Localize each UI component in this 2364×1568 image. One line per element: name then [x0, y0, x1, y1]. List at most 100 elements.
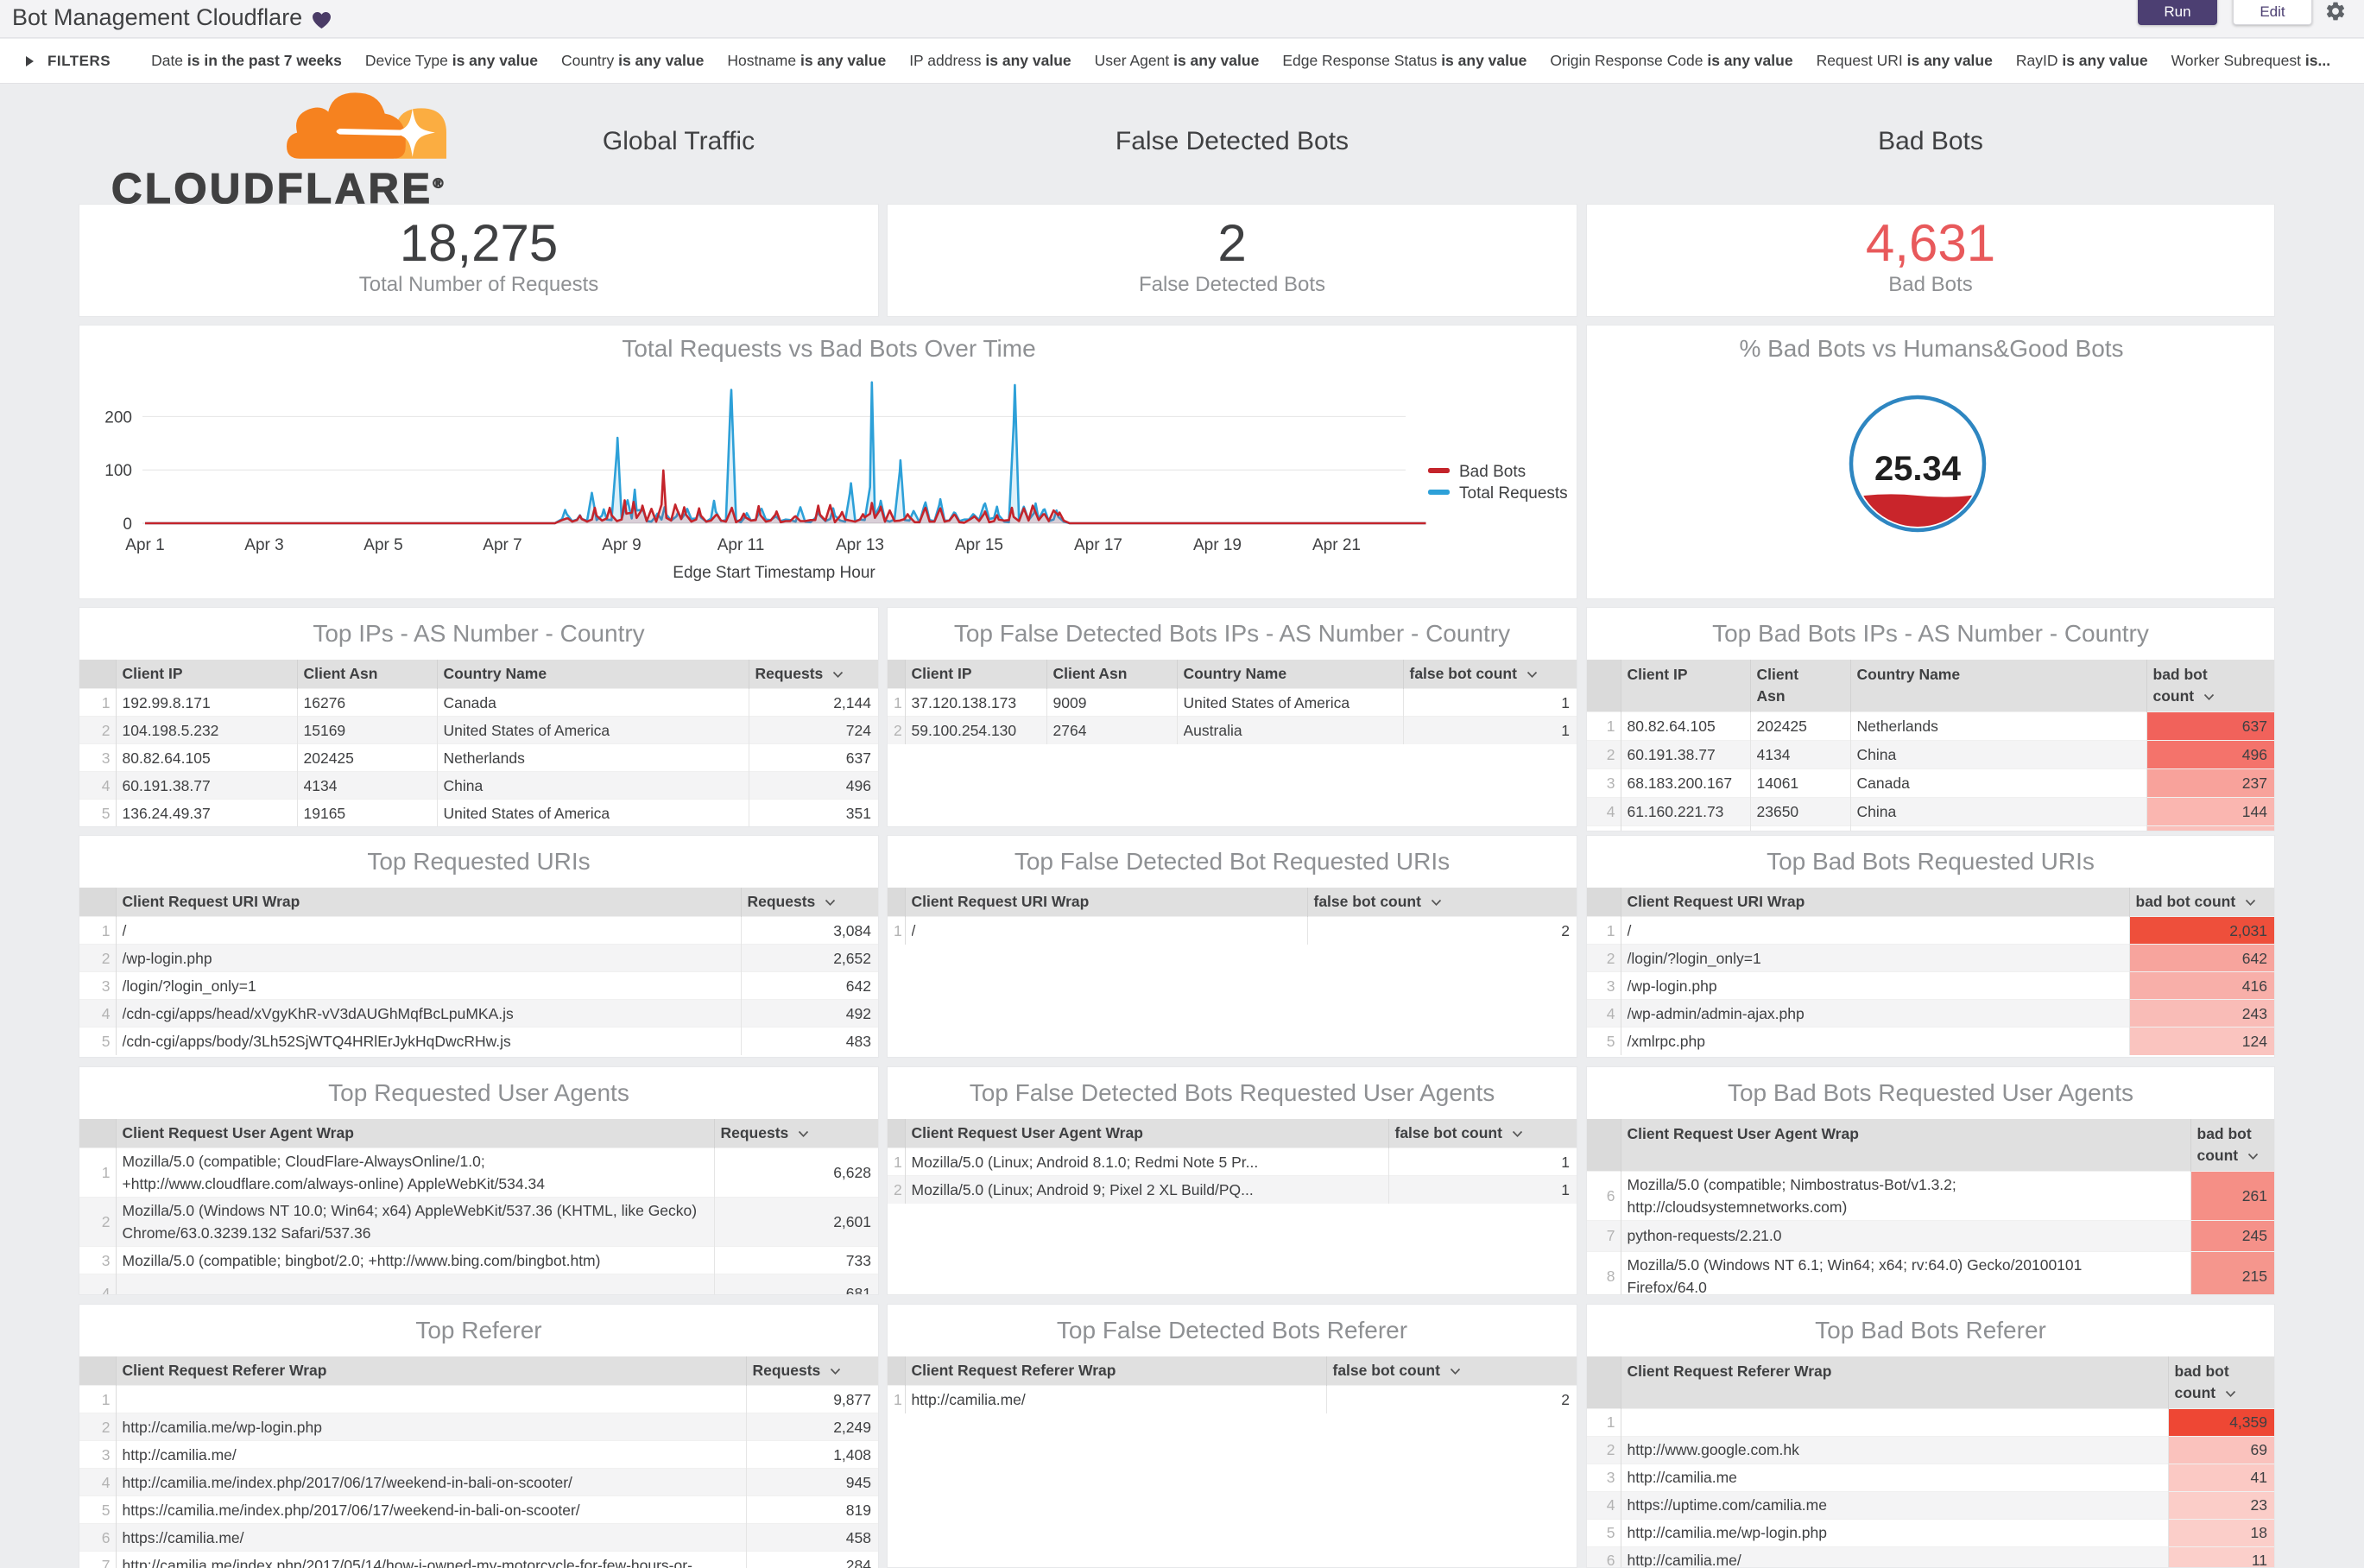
table-row[interactable]: 1 http://camilia.me/2	[888, 1385, 1577, 1413]
filter-item[interactable]: IP address is any value	[909, 52, 1071, 69]
filters-expand-icon[interactable]	[26, 55, 34, 66]
column-header[interactable]: false bot count	[1402, 660, 1577, 689]
column-header[interactable]: Client Request User Agent Wrap	[904, 1119, 1388, 1148]
filter-item[interactable]: Device Type is any value	[364, 52, 538, 69]
table-row[interactable]: 7 python-requests/2.21.0 245	[1587, 1220, 2274, 1252]
table-row[interactable]: 1 80.82.64.105 202425 Netherlands 637	[1587, 711, 2274, 741]
table-row[interactable]: 1/2	[888, 916, 1577, 945]
column-header[interactable]: Client Request User Agent Wrap	[1620, 1119, 2190, 1172]
table-row[interactable]: 5	[1587, 825, 2274, 831]
table-row[interactable]: 3 http://camilia.me/1,408	[79, 1440, 878, 1469]
column-header[interactable]: bad bot count	[2128, 888, 2274, 917]
table-row[interactable]: 3 http://camilia.me 41	[1587, 1464, 2274, 1492]
table-row[interactable]: 3 Mozilla/5.0 (compatible; bingbot/2.0; +…	[79, 1246, 878, 1274]
edit-button[interactable]: Edit	[2233, 0, 2312, 25]
table-row[interactable]: 4 61.160.221.73 23650 China 144	[1587, 797, 2274, 826]
column-header[interactable]	[79, 888, 116, 917]
column-header[interactable]: Country Name	[1176, 660, 1403, 689]
table-row[interactable]: 3/login/?login_only=1 642	[79, 971, 878, 1000]
column-header[interactable]: Client Request Referer Wrap	[904, 1356, 1326, 1386]
table-row[interactable]: 5 https://camilia.me/index.php/2017/06/17…	[79, 1495, 878, 1524]
column-header[interactable]: Requests	[745, 1356, 878, 1386]
column-header[interactable]: Requests	[748, 660, 878, 689]
filter-item[interactable]: Date is in the past 7 weeks	[151, 52, 342, 69]
column-header[interactable]	[79, 1356, 116, 1386]
table-row[interactable]: 5 http://camilia.me/wp-login.php 18	[1587, 1519, 2274, 1547]
table-row[interactable]: 2 59.100.254.130 2764 Australia 1	[888, 716, 1577, 744]
table-row[interactable]: 6 Mozilla/5.0 (compatible; Nimbostratus-B…	[1587, 1171, 2274, 1221]
table-row[interactable]: 1 Mozilla/5.0 (Linux; Android 8.1.0; Redm…	[888, 1148, 1577, 1176]
column-header[interactable]: false bot count	[1325, 1356, 1577, 1386]
filter-item[interactable]: Worker Subrequest is...	[2171, 52, 2331, 69]
table-row[interactable]: 4 60.191.38.77 4134 China 496	[79, 771, 878, 800]
column-header[interactable]	[79, 660, 116, 689]
column-header[interactable]	[1587, 888, 1621, 917]
table-row[interactable]: 2 104.198.5.232 15169 United States of Amer…	[79, 716, 878, 744]
table-row[interactable]: 4 http://camilia.me/index.php/2017/06/17/…	[79, 1468, 878, 1496]
table-row[interactable]: 6 https://camilia.me/458	[79, 1523, 878, 1552]
column-header[interactable]: Client Request Referer Wrap	[1620, 1356, 2168, 1409]
table-row[interactable]: 3 80.82.64.105 202425 Netherlands 637	[79, 743, 878, 772]
table-row[interactable]: 2 http://camilia.me/wp-login.php 2,249	[79, 1413, 878, 1441]
table-row[interactable]: 2 http://www.google.com.hk 69	[1587, 1436, 2274, 1464]
column-header[interactable]	[888, 660, 905, 689]
table-row[interactable]: 4 https://uptime.com/camilia.me 23	[1587, 1491, 2274, 1520]
filter-item[interactable]: Request URI is any value	[1816, 52, 1993, 69]
column-header[interactable]: Client IP	[904, 660, 1046, 689]
table-row[interactable]: 4/cdn-cgi/apps/head/xVgyKhR-vV3dAUGhMqfB…	[79, 999, 878, 1027]
column-header[interactable]	[1587, 1119, 1621, 1172]
column-header[interactable]: Client Request URI Wrap	[904, 888, 1307, 917]
table-row[interactable]: 5 136.24.49.37 19165 United States of Ameri…	[79, 799, 878, 826]
table-row[interactable]: 2/login/?login_only=1 642	[1587, 944, 2274, 972]
column-header[interactable]: Client Asn	[296, 660, 437, 689]
table-row[interactable]: 1 192.99.8.171 16276 Canada 2,144	[79, 688, 878, 717]
column-header[interactable]: Requests	[713, 1119, 878, 1148]
column-header[interactable]: false bot count	[1306, 888, 1577, 917]
table-row[interactable]: 4 681	[79, 1274, 878, 1294]
column-header[interactable]	[888, 1119, 905, 1148]
table-row[interactable]: 1 9,877	[79, 1385, 878, 1413]
column-header[interactable]	[888, 888, 905, 917]
bad-bots-gauge[interactable]: % Bad Bots vs Humans&Good Bots 25.34	[1587, 326, 2275, 599]
table-row[interactable]: 1 37.120.138.173 9009 United States of Amer…	[888, 688, 1577, 717]
table-row[interactable]: 6 http://camilia.me/11	[1587, 1546, 2274, 1567]
filter-item[interactable]: User Agent is any value	[1094, 52, 1260, 69]
column-header[interactable]: Client IP	[115, 660, 297, 689]
filter-item[interactable]: Hostname is any value	[727, 52, 887, 69]
column-header[interactable]	[888, 1356, 905, 1386]
table-row[interactable]: 1 Mozilla/5.0 (compatible; CloudFlare-Alw…	[79, 1148, 878, 1198]
column-header[interactable]: Client Asn	[1046, 660, 1177, 689]
column-header[interactable]: false bot count	[1387, 1119, 1577, 1148]
filter-item[interactable]: RayID is any value	[2015, 52, 2148, 69]
table-row[interactable]: 7 http://camilia.me/index.php/2017/05/14/…	[79, 1551, 878, 1568]
filter-item[interactable]: Origin Response Code is any value	[1550, 52, 1793, 69]
table-row[interactable]: 1/2,031	[1587, 916, 2274, 945]
table-row[interactable]: 2/wp-login.php 2,652	[79, 944, 878, 972]
column-header[interactable]: Country Name	[1849, 660, 2146, 712]
column-header[interactable]	[1587, 1356, 1621, 1409]
table-row[interactable]: 3/wp-login.php 416	[1587, 971, 2274, 1000]
table-row[interactable]: 2 Mozilla/5.0 (Windows NT 10.0; Win64; x6…	[79, 1197, 878, 1247]
column-header[interactable]	[79, 1119, 116, 1148]
run-button[interactable]: Run	[2138, 0, 2217, 25]
column-header[interactable]: Client Request URI Wrap	[115, 888, 741, 917]
column-header[interactable]: Client Request Referer Wrap	[115, 1356, 746, 1386]
table-row[interactable]: 2 Mozilla/5.0 (Linux; Android 9; Pixel 2 …	[888, 1175, 1577, 1204]
gear-icon[interactable]	[2324, 0, 2347, 22]
column-header[interactable]: bad bot count	[2146, 660, 2274, 712]
time-series-chart[interactable]: Total Requests vs Bad Bots Over Time 0 100…	[79, 326, 1577, 599]
filter-item[interactable]: Edge Response Status is any value	[1282, 52, 1527, 69]
column-header[interactable]: Client Request URI Wrap	[1620, 888, 2129, 917]
column-header[interactable]: bad bot count	[2190, 1119, 2274, 1172]
table-row[interactable]: 1 4,359	[1587, 1408, 2274, 1437]
table-row[interactable]: 2 60.191.38.77 4134 China 496	[1587, 740, 2274, 769]
table-row[interactable]: 5/cdn-cgi/apps/body/3Lh52SjWTQ4HRlErJykH…	[79, 1027, 878, 1055]
column-header[interactable]: Client IP	[1620, 660, 1750, 712]
column-header[interactable]	[1587, 660, 1621, 712]
table-row[interactable]: 5/xmlrpc.php 124	[1587, 1027, 2274, 1055]
table-row[interactable]: 8 Mozilla/5.0 (Windows NT 6.1; Win64; x64…	[1587, 1251, 2274, 1294]
column-header[interactable]: Country Name	[436, 660, 749, 689]
column-header[interactable]: Client Request User Agent Wrap	[115, 1119, 714, 1148]
column-header[interactable]: Requests	[740, 888, 878, 917]
column-header[interactable]: Client Asn	[1749, 660, 1850, 712]
